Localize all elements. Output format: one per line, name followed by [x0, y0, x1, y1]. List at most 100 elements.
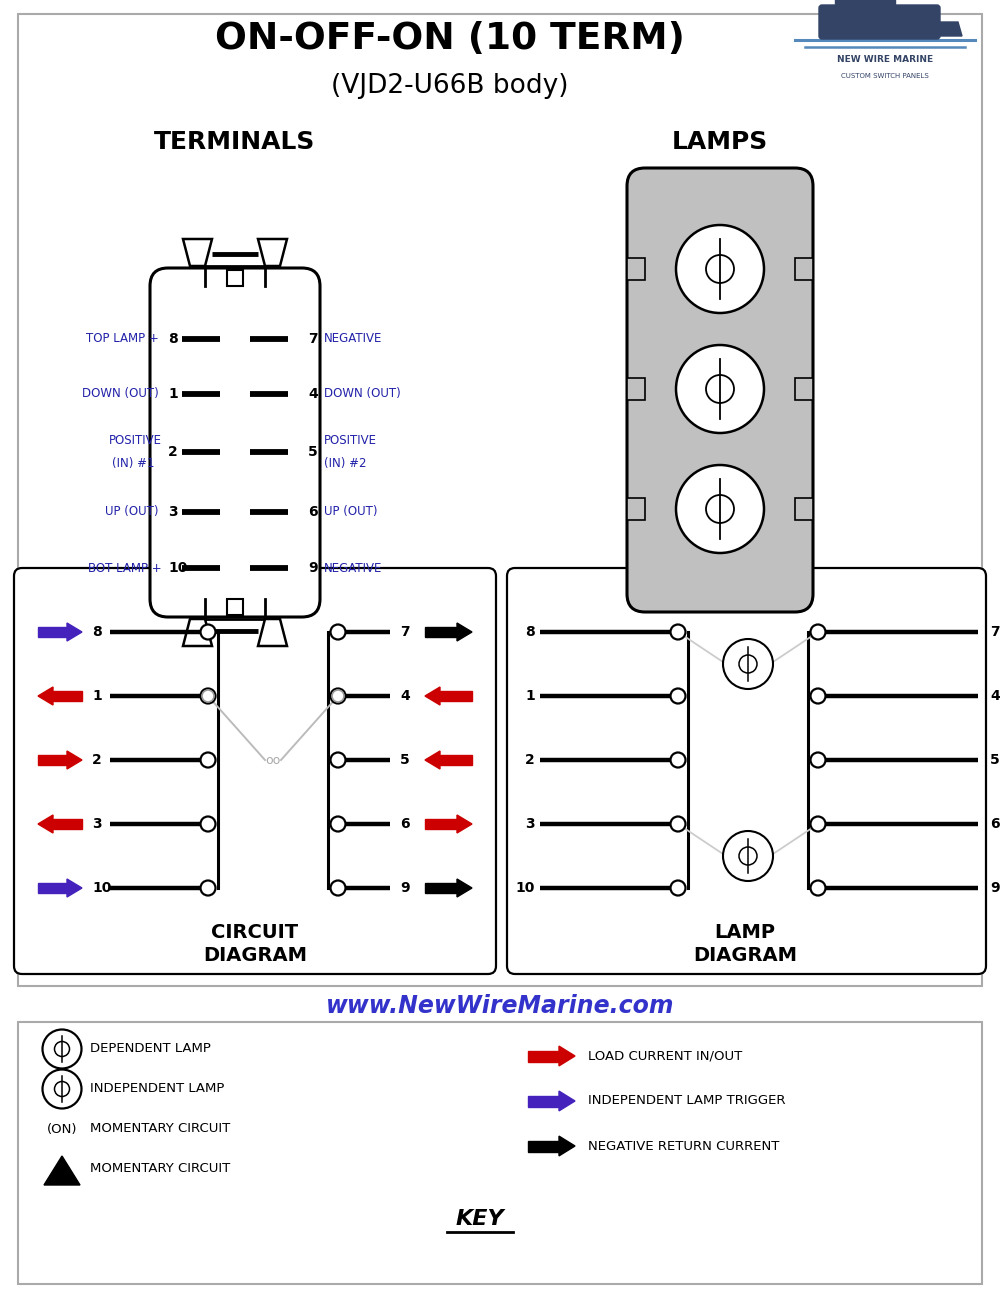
Text: NEW WIRE MARINE: NEW WIRE MARINE — [837, 54, 933, 63]
Text: 7: 7 — [400, 625, 410, 639]
Polygon shape — [183, 239, 212, 267]
Circle shape — [330, 817, 346, 832]
Bar — [627, 258, 645, 280]
Polygon shape — [53, 691, 82, 701]
Text: (ON): (ON) — [47, 1122, 77, 1136]
Circle shape — [670, 625, 686, 639]
Circle shape — [42, 1070, 82, 1109]
Polygon shape — [67, 879, 82, 897]
Polygon shape — [183, 619, 212, 646]
Text: 7: 7 — [308, 333, 318, 345]
Text: NEGATIVE: NEGATIVE — [324, 333, 382, 345]
Bar — [795, 258, 813, 280]
Text: DOWN (OUT): DOWN (OUT) — [324, 387, 401, 401]
Text: 3: 3 — [92, 817, 102, 831]
Text: 5: 5 — [990, 753, 1000, 767]
Bar — [795, 378, 813, 400]
FancyBboxPatch shape — [627, 168, 813, 612]
Polygon shape — [38, 815, 53, 833]
Polygon shape — [258, 619, 287, 646]
Polygon shape — [38, 687, 53, 705]
Text: 10: 10 — [168, 562, 187, 575]
Bar — [795, 498, 813, 520]
Text: 2: 2 — [92, 753, 102, 767]
Polygon shape — [425, 687, 440, 705]
Circle shape — [330, 880, 346, 895]
Polygon shape — [440, 754, 472, 765]
Circle shape — [706, 375, 734, 402]
Text: DEPENDENT LAMP: DEPENDENT LAMP — [90, 1043, 211, 1056]
Polygon shape — [425, 883, 457, 893]
Circle shape — [200, 625, 216, 639]
Text: (IN) #1: (IN) #1 — [112, 458, 162, 471]
FancyBboxPatch shape — [507, 568, 986, 974]
Text: LOAD CURRENT IN/OUT: LOAD CURRENT IN/OUT — [588, 1049, 742, 1062]
Bar — [227, 270, 243, 286]
Circle shape — [810, 688, 826, 704]
Circle shape — [676, 225, 764, 313]
Circle shape — [332, 690, 344, 703]
Polygon shape — [528, 1096, 559, 1106]
Text: MOMENTARY CIRCUIT: MOMENTARY CIRCUIT — [90, 1162, 230, 1175]
Text: POSITIVE: POSITIVE — [324, 433, 377, 446]
Text: 6: 6 — [400, 817, 410, 831]
Text: 8: 8 — [92, 625, 102, 639]
Text: BOT LAMP +: BOT LAMP + — [88, 562, 162, 575]
Text: INDEPENDENT LAMP: INDEPENDENT LAMP — [90, 1083, 224, 1096]
Text: (VJD2-U66B body): (VJD2-U66B body) — [331, 72, 569, 100]
Circle shape — [739, 848, 757, 864]
Polygon shape — [44, 1156, 80, 1185]
Polygon shape — [53, 819, 82, 829]
FancyBboxPatch shape — [14, 568, 496, 974]
Text: www.NewWireMarine.com: www.NewWireMarine.com — [326, 994, 674, 1018]
Text: 8: 8 — [525, 625, 535, 639]
Polygon shape — [528, 1140, 559, 1152]
Polygon shape — [425, 751, 440, 769]
Text: 9: 9 — [308, 562, 318, 575]
FancyBboxPatch shape — [150, 268, 320, 617]
Text: 10: 10 — [92, 881, 111, 895]
Text: UP (OUT): UP (OUT) — [324, 506, 378, 519]
Polygon shape — [559, 1091, 575, 1112]
Text: NEGATIVE: NEGATIVE — [324, 562, 382, 575]
Polygon shape — [425, 819, 457, 829]
Text: (IN) #2: (IN) #2 — [324, 458, 366, 471]
Text: LAMP
DIAGRAM: LAMP DIAGRAM — [693, 923, 797, 965]
Circle shape — [810, 817, 826, 832]
Bar — [227, 599, 243, 615]
Bar — [627, 498, 645, 520]
Polygon shape — [559, 1136, 575, 1156]
Polygon shape — [38, 883, 67, 893]
Circle shape — [42, 1030, 82, 1069]
Text: TERMINALS: TERMINALS — [154, 129, 316, 154]
Text: ON-OFF-ON (10 TERM): ON-OFF-ON (10 TERM) — [215, 21, 685, 57]
Polygon shape — [425, 628, 457, 637]
Text: 4: 4 — [400, 688, 410, 703]
Text: 4: 4 — [990, 688, 1000, 703]
Circle shape — [670, 753, 686, 767]
Polygon shape — [38, 628, 67, 637]
Circle shape — [670, 688, 686, 704]
Text: 2: 2 — [525, 753, 535, 767]
Circle shape — [706, 496, 734, 523]
Text: oo: oo — [265, 753, 281, 766]
Text: 6: 6 — [990, 817, 1000, 831]
Polygon shape — [937, 22, 962, 36]
Text: TOP LAMP +: TOP LAMP + — [86, 333, 162, 345]
Circle shape — [739, 655, 757, 673]
Circle shape — [670, 817, 686, 832]
Circle shape — [723, 639, 773, 688]
Text: 1: 1 — [92, 688, 102, 703]
Text: DOWN (OUT): DOWN (OUT) — [82, 387, 162, 401]
Polygon shape — [67, 622, 82, 641]
FancyBboxPatch shape — [819, 5, 940, 39]
Text: 3: 3 — [168, 505, 178, 519]
Circle shape — [810, 753, 826, 767]
Circle shape — [54, 1042, 70, 1056]
Polygon shape — [457, 622, 472, 641]
Circle shape — [330, 625, 346, 639]
Polygon shape — [258, 239, 287, 267]
Circle shape — [54, 1082, 70, 1096]
Polygon shape — [38, 754, 67, 765]
Circle shape — [200, 880, 216, 895]
